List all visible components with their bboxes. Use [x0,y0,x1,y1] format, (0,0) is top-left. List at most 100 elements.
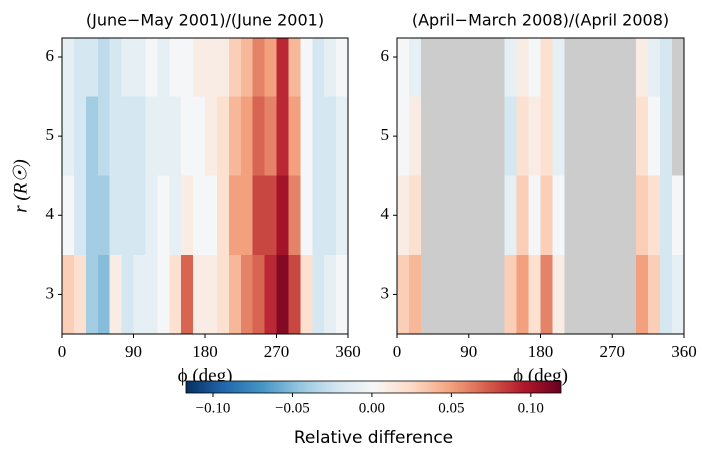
heatmap-cell [480,254,493,334]
y-axis-label: r (R☉) [10,159,31,212]
heatmap-cell [444,254,457,334]
heatmap-cell [62,254,74,334]
heatmap-cell [169,38,182,97]
heatmap-cell [397,96,409,176]
heatmap-cell [564,175,577,255]
heatmap-cell [504,254,517,334]
heatmap-cell [480,175,493,255]
heatmap-cell [648,38,661,97]
heatmap-cell [193,38,205,97]
heatmap-cell [300,96,313,176]
heatmap-cell [600,175,613,255]
heatmap-cell [660,96,673,176]
heatmap-cell [408,254,421,334]
heatmap-cell [456,96,469,176]
heatmap-cell [205,175,217,255]
heatmap-cell [133,96,146,176]
heatmap-cell [492,38,505,97]
heatmap-cell [157,96,170,176]
colorbar-tick-label: 0.00 [359,400,385,416]
heatmap-cell [588,175,601,255]
heatmap-cell [240,254,253,334]
heatmap-cell [145,254,158,334]
heatmap-cell [169,254,182,334]
heatmap-cell [432,96,445,176]
heatmap-cell [109,175,122,255]
heatmap-cell [636,254,649,334]
heatmap-cell [432,254,445,334]
heatmap-cell [552,96,565,176]
heatmap-cell [624,175,637,255]
colorbar-tick-label: −0.05 [275,400,310,416]
heatmap-cell [456,175,469,255]
heatmap-cell [264,254,277,334]
heatmap-cell [420,254,433,334]
heatmap-cell [336,38,348,97]
x-tick-label: 180 [528,342,554,361]
heatmap-cell [264,96,277,176]
heatmap-cell [492,254,505,334]
heatmap-cell [169,175,182,255]
heatmap-cell [73,175,86,255]
heatmap-cell [636,96,649,176]
colorbar-tick-label: 0.10 [518,400,544,416]
heatmap-cell [432,175,445,255]
heatmap-cell [576,175,589,255]
heatmap-cell [612,175,625,255]
heatmap-cell [276,254,289,334]
heatmap-cell [420,96,433,176]
heatmap-cell [85,254,98,334]
y-tick-label: 4 [46,204,55,223]
heatmap-cell [157,175,170,255]
heatmap-cell [516,38,529,97]
heatmap-cell [420,175,433,255]
heatmap-cell [228,175,241,255]
heatmap-cell [312,96,325,176]
heatmap-cell [288,175,301,255]
heatmap-cell [600,38,613,97]
heatmap-cell [624,254,637,334]
heatmap-cell [157,254,170,334]
heatmap-cell [264,38,277,97]
heatmap-cell [612,96,625,176]
heatmap-cell [468,38,481,97]
heatmap-cell [228,254,241,334]
x-tick-label: 180 [192,342,218,361]
heatmap-cell [312,175,325,255]
heatmap-cell [636,38,649,97]
heatmap-cell [205,96,217,176]
heatmap-cell [133,254,146,334]
heatmap-cell [672,254,684,334]
heatmap-cell [660,254,673,334]
heatmap-cell [540,254,553,334]
heatmap-cell [109,38,122,97]
heatmap-cell [600,96,613,176]
heatmap-cell [468,254,481,334]
heatmap-cell [504,38,517,97]
heatmap-cell [480,96,493,176]
heatmap-cell [276,175,289,255]
x-tick-label: 360 [335,342,361,361]
heatmap-cell [576,254,589,334]
heatmap-cell [145,38,158,97]
heatmap-cell [588,254,601,334]
heatmap-cell [456,254,469,334]
x-tick-label: 270 [600,342,626,361]
heatmap-cell [336,254,348,334]
heatmap-cell [73,254,86,334]
heatmap-cell [252,175,265,255]
heatmap-cell [121,96,134,176]
heatmap-cell [516,254,529,334]
heatmap-cell [312,254,325,334]
heatmap-cell [504,175,517,255]
heatmap-cell [504,96,517,176]
heatmap-cell [252,96,265,176]
heatmap-cell [133,175,146,255]
heatmap-cell [73,38,86,97]
heatmap-cell [397,254,409,334]
heatmap-cell [193,254,205,334]
heatmap-cell [408,38,421,97]
y-tick-label: 6 [381,46,390,65]
heatmap-cell [564,96,577,176]
